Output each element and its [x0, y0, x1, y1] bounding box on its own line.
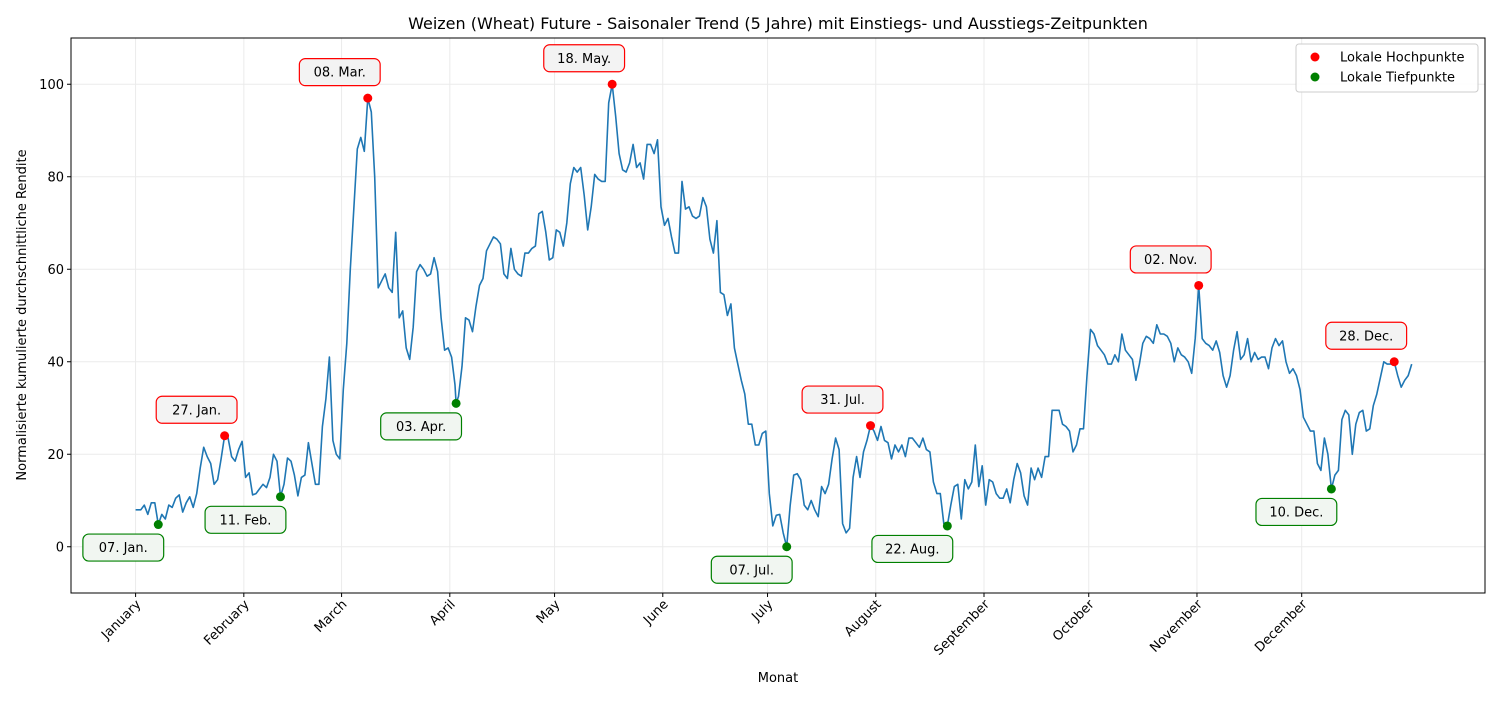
low-annotation-box	[1255, 497, 1338, 527]
legend-low-label: Lokale Tiefpunkte	[1340, 71, 1455, 86]
x-tick-label: April	[427, 597, 459, 629]
series-layer	[135, 83, 1413, 548]
high-point-marker	[1389, 357, 1399, 367]
low-annotation: 11. Feb.	[204, 505, 287, 534]
high-annotation: 02. Nov.	[1129, 245, 1212, 274]
low-annotation-label: 07. Jul.	[729, 563, 774, 578]
high-annotation-label: 28. Dec.	[1339, 329, 1393, 344]
x-tick-label: October	[1050, 597, 1098, 645]
y-tick-label: 0	[56, 540, 64, 555]
legend-box	[1295, 43, 1479, 93]
high-point-marker	[1194, 280, 1204, 290]
x-tick-label: March	[312, 597, 351, 636]
high-annotation: 27. Jan.	[155, 395, 238, 424]
low-point-marker	[782, 542, 792, 552]
x-tick-label: February	[201, 597, 253, 649]
high-point-marker	[220, 431, 230, 441]
y-tick-label: 100	[39, 78, 64, 93]
legend-low-marker	[1310, 72, 1320, 82]
low-point-marker	[942, 521, 952, 531]
high-annotation: 31. Jul.	[801, 385, 884, 414]
low-annotation-label: 11. Feb.	[219, 513, 271, 528]
high-annotation: 08. Mar.	[298, 58, 381, 87]
x-axis: January February March April May June July Augu…	[98, 593, 1311, 659]
low-point-marker	[275, 492, 285, 502]
low-point-marker	[1326, 484, 1336, 494]
high-annotation-label: 31. Jul.	[820, 393, 865, 408]
x-tick-label: December	[1252, 597, 1311, 656]
low-annotation-box	[204, 505, 287, 534]
low-annotation: 22. Aug.	[871, 534, 954, 564]
y-axis-label: Normalisierte kumulierte durchschnittlic…	[15, 149, 30, 480]
low-annotation-box	[82, 533, 165, 562]
high-annotation: 18. May.	[543, 44, 626, 73]
chart-title: Weizen (Wheat) Future - Saisonaler Trend…	[408, 14, 1148, 33]
low-annotation-box	[380, 412, 463, 441]
high-annotation-label: 18. May.	[557, 52, 611, 67]
low-annotation: 07. Jul.	[710, 555, 793, 584]
low-point-marker	[451, 398, 461, 408]
high-annotation-label: 02. Nov.	[1144, 253, 1197, 268]
marker-layer	[153, 79, 1399, 552]
x-axis-label: Monat	[758, 671, 798, 686]
x-tick-label: July	[749, 597, 777, 625]
y-axis: 0 20 40 60 80 100	[39, 78, 71, 555]
series-line	[135, 83, 1413, 548]
x-tick-label: November	[1147, 597, 1206, 656]
high-annotation-box	[298, 58, 381, 87]
y-tick-label: 20	[47, 448, 64, 463]
x-tick-label: May	[534, 597, 564, 627]
annotation-layer: 27. Jan. 08. Mar. 18. May. 31. Jul. 02. Nov.…	[82, 44, 1408, 584]
high-annotation: 28. Dec.	[1325, 321, 1408, 350]
high-point-marker	[363, 93, 373, 103]
low-annotation: 03. Apr.	[380, 412, 463, 441]
high-annotation-box	[801, 385, 884, 414]
high-point-marker	[607, 79, 617, 89]
high-annotation-box	[1129, 245, 1212, 274]
legend-high-label: Lokale Hochpunkte	[1340, 51, 1464, 66]
low-annotation: 07. Jan.	[82, 533, 165, 562]
low-annotation-label: 07. Jan.	[99, 541, 148, 556]
legend-high-marker	[1310, 52, 1320, 62]
low-annotation-label: 10. Dec.	[1269, 505, 1323, 520]
low-point-marker	[153, 520, 163, 530]
high-annotation-box	[155, 395, 238, 424]
x-tick-label: January	[98, 597, 144, 643]
high-annotation-box	[1325, 321, 1408, 350]
low-annotation-box	[710, 555, 793, 584]
axes-frame	[70, 37, 1486, 594]
x-tick-label: August	[842, 597, 885, 640]
high-point-marker	[866, 421, 876, 431]
low-annotation-box	[871, 534, 954, 564]
high-annotation-label: 08. Mar.	[314, 66, 366, 81]
low-annotation: 10. Dec.	[1255, 497, 1338, 527]
y-tick-label: 80	[47, 170, 64, 185]
high-annotation-box	[543, 44, 626, 73]
y-tick-label: 40	[47, 355, 64, 370]
high-annotation-label: 27. Jan.	[172, 403, 221, 418]
x-tick-label: June	[640, 597, 671, 628]
legend: Lokale Hochpunkte Lokale Tiefpunkte	[1295, 43, 1479, 93]
low-annotation-label: 22. Aug.	[885, 542, 939, 557]
x-tick-label: September	[931, 597, 993, 659]
low-annotation-label: 03. Apr.	[396, 420, 446, 435]
y-tick-label: 60	[47, 263, 64, 278]
